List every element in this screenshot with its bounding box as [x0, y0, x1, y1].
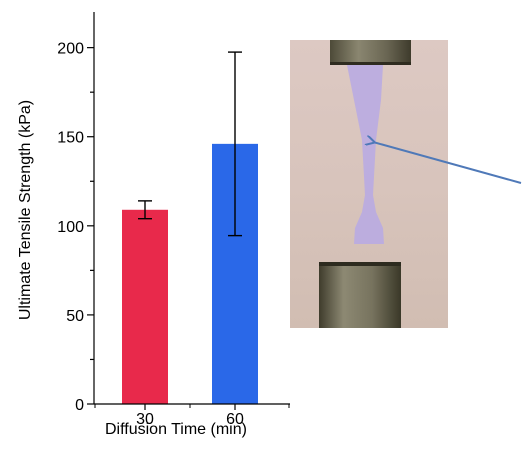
y-tick-label: 200 [57, 41, 84, 58]
y-tick-label: 50 [66, 308, 84, 325]
gel-specimen [347, 65, 384, 244]
top-clamp [330, 40, 411, 64]
y-tick-label: 150 [57, 130, 84, 147]
x-ticks: 30 60 [94, 404, 290, 428]
error-bars [138, 51, 242, 237]
pointer-arrow [373, 142, 522, 184]
x-axis-label: Diffusion Time (min) [105, 421, 247, 438]
bars [122, 143, 258, 404]
top-clamp-edge [330, 62, 411, 65]
x-tick-label: 60 [226, 411, 244, 428]
specimen-photo [288, 40, 448, 328]
bar-chart: 0 50 100 150 200 30 60 Diffusion Time (min) U… [17, 12, 290, 438]
bottom-clamp [319, 262, 401, 328]
x-tick-label: 30 [136, 411, 154, 428]
y-axis-label: Ultimate Tensile Strength (kPa) [17, 100, 34, 320]
y-tick-label: 100 [57, 219, 84, 236]
bar-30 [122, 209, 168, 404]
bottom-clamp-edge [319, 262, 401, 266]
y-tick-label: 0 [75, 397, 84, 414]
y-ticks: 0 50 100 150 200 [57, 41, 94, 414]
